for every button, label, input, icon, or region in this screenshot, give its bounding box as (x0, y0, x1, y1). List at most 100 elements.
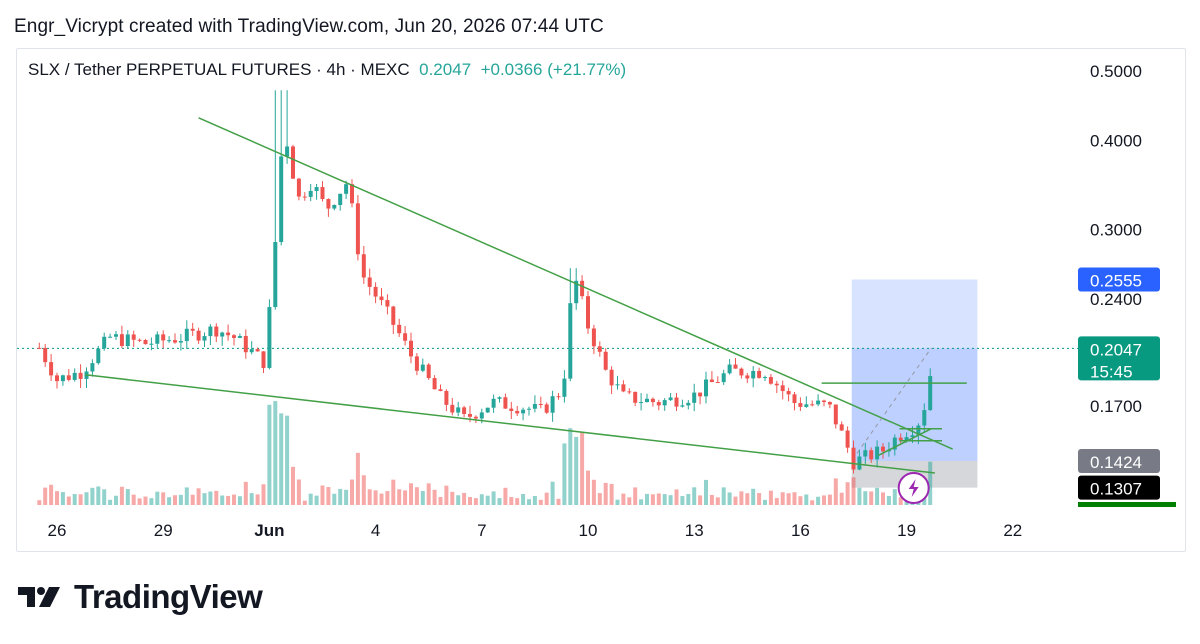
volume-bar (137, 498, 142, 505)
candle (650, 398, 655, 403)
candle (308, 190, 313, 197)
chart-frame[interactable] (16, 48, 1186, 552)
volume-bar (816, 496, 821, 505)
volume-bar (420, 491, 425, 505)
volume-bar (60, 492, 65, 505)
candle (214, 326, 219, 337)
candle (78, 372, 83, 379)
volume-bar (438, 497, 443, 505)
symbol-legend[interactable]: SLX / Tether PERPETUAL FUTURES · 4h · ME… (28, 60, 626, 80)
volume-bar (609, 483, 614, 505)
candle (273, 242, 278, 308)
volume-bar (456, 495, 461, 505)
candle (491, 398, 496, 408)
candle (662, 400, 667, 406)
volume-bar (397, 489, 402, 505)
candle (485, 407, 490, 413)
candle (220, 332, 225, 337)
x-tick-label: 16 (791, 521, 810, 540)
candle (137, 339, 142, 341)
candle (786, 391, 791, 395)
volume-bar (639, 499, 644, 505)
volume-bar (627, 497, 632, 505)
candle (591, 328, 596, 347)
candle (302, 196, 307, 198)
tradingview-logo-icon (18, 587, 60, 607)
candle (686, 402, 691, 406)
volume-bar (615, 499, 620, 505)
volume-bar (237, 496, 242, 505)
candle (344, 184, 349, 194)
volume-bar (184, 487, 189, 505)
volume-bar (698, 495, 703, 505)
candle (704, 379, 708, 397)
volume-bar (851, 477, 856, 505)
candle (845, 430, 850, 448)
volume-bar (886, 495, 891, 505)
candle (615, 384, 620, 386)
candle (509, 408, 514, 411)
candle (296, 178, 301, 197)
volume-bar (302, 500, 307, 505)
candle (60, 375, 65, 382)
volume-bar (721, 487, 726, 505)
volume-bar (780, 492, 785, 505)
candle (574, 280, 579, 304)
candle (780, 385, 785, 392)
candle (397, 324, 402, 334)
volume-bar (332, 493, 337, 505)
volume-bar (344, 489, 349, 505)
volume-bar (308, 493, 313, 505)
candle (715, 382, 720, 384)
volume-bar (114, 495, 118, 505)
x-tick-label: 13 (685, 521, 704, 540)
price-badge (1078, 475, 1160, 500)
candle (568, 303, 573, 379)
candle (49, 362, 54, 376)
candle (255, 349, 260, 352)
candle (922, 410, 927, 426)
candle (798, 403, 803, 407)
y-tick-label: 0.1700 (1090, 397, 1142, 416)
volume-bar (857, 487, 862, 505)
candle (745, 375, 750, 379)
volume-bar (544, 492, 549, 505)
candle (208, 326, 213, 337)
candle (928, 376, 933, 411)
candle (898, 437, 903, 441)
volume-bar (273, 401, 278, 505)
volume-bar (863, 491, 868, 505)
volume-bar (350, 479, 354, 505)
candle (403, 333, 408, 341)
candle (827, 401, 832, 405)
lightning-icon (908, 479, 919, 497)
volume-bar (869, 491, 874, 505)
candle (131, 334, 136, 340)
candle (178, 341, 183, 343)
candle (727, 364, 732, 374)
candle (391, 306, 396, 325)
price-badge-label: 0.1424 (1090, 453, 1142, 472)
candle (674, 397, 679, 407)
breakout-support-line (877, 428, 932, 457)
x-tick-label: 29 (154, 521, 173, 540)
price-badge-label: 0.1307 (1090, 480, 1142, 499)
volume-bar (296, 479, 301, 505)
candle (833, 404, 838, 425)
volume-bar (261, 484, 266, 505)
candle (621, 384, 626, 392)
volume-bar (385, 491, 390, 505)
volume-bar (320, 485, 325, 505)
volume-bar (521, 493, 526, 505)
candle (385, 300, 390, 307)
lower-trendline (85, 374, 936, 474)
candle (409, 340, 413, 357)
candle (792, 394, 797, 404)
tradingview-wordmark: TradingView (74, 578, 263, 615)
candle (444, 390, 449, 405)
candle (438, 389, 443, 391)
candle (869, 450, 874, 460)
tradingview-logo[interactable]: TradingView (18, 578, 263, 616)
candle (816, 400, 821, 405)
